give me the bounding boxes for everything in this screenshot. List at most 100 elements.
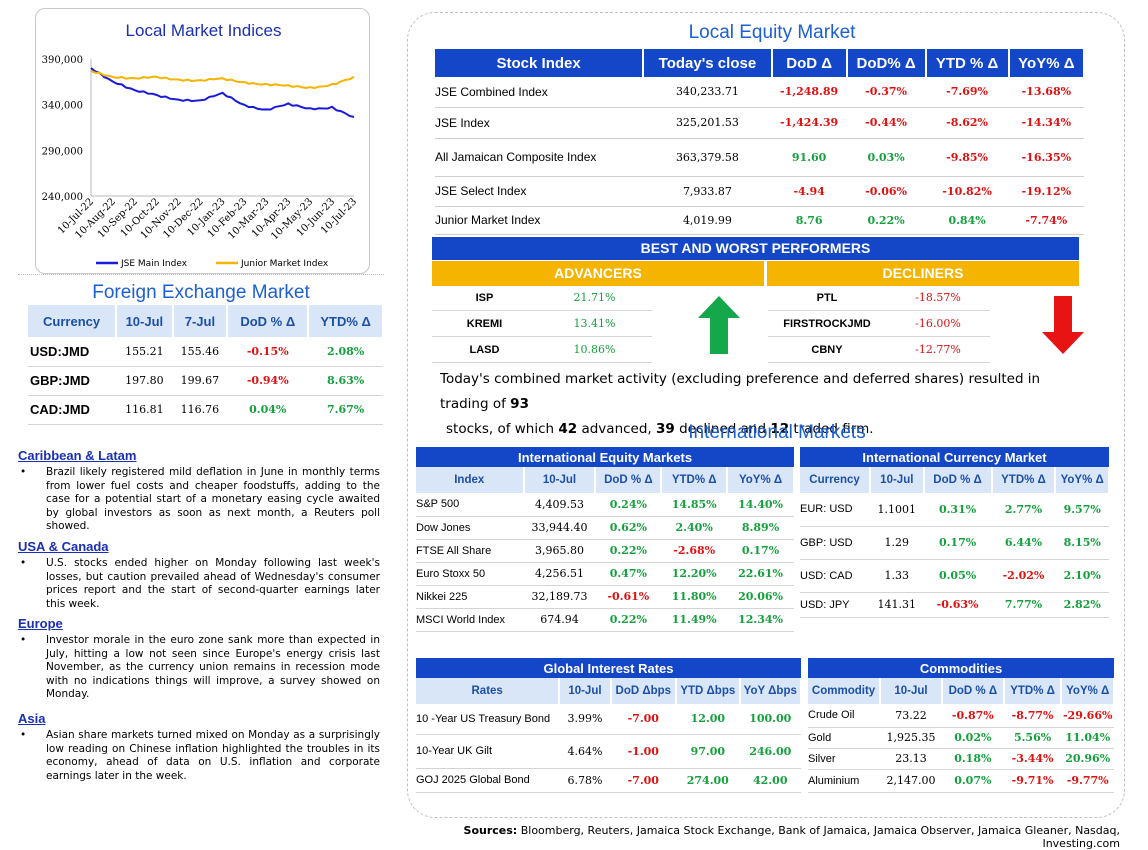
performer-symbol: KREMI (466, 317, 503, 330)
performer-symbol: ISP (475, 291, 494, 304)
down-arrow-icon (1042, 296, 1084, 354)
column-header: YTD% Δ (991, 467, 1057, 493)
row-label: S&P 500 (416, 493, 524, 517)
row-label: Dow Jones (416, 516, 524, 540)
news-item: Caribbean & Latam • Brazil likely register… (18, 448, 380, 534)
table-title: Commodities (808, 658, 1114, 678)
table-row: USD: JPY 141.31 -0.63% 7.77% 2.82% (800, 592, 1109, 618)
fx-header: Currency (28, 305, 118, 337)
table-cell: 0.31% (923, 493, 992, 527)
performer-change: -12.77% (915, 343, 961, 356)
table-cell: 3.99% (559, 704, 611, 735)
bullet: • (20, 557, 27, 569)
table-row: Crude Oil 73.22 -0.87% -8.77% -29.66% (808, 704, 1114, 728)
table-row: Gold 1,925.35 0.02% 5.56% 11.04% (808, 727, 1114, 749)
table-cell: -9.85% (925, 138, 1009, 177)
table-cell: 0.07% (941, 769, 1004, 793)
market-summary: Today's combined market activity (exclud… (440, 367, 1080, 442)
intl-title: International Markets (688, 422, 866, 443)
performer-change: 13.41% (573, 317, 616, 330)
table-row: MSCI World Index 674.94 0.22% 11.49% 12.34% (416, 608, 794, 632)
table-row: 10-Year UK Gilt 4.64% -1.00 97.00 246.00 (416, 734, 801, 769)
chart-title: Local Market Indices (125, 21, 282, 40)
table-cell: 20.06% (727, 585, 794, 609)
table-cell: 0.03% (846, 138, 926, 177)
column-header: 10-Jul (523, 467, 597, 493)
performer-row: FIRSTROCKJMD -16.00% (768, 311, 990, 337)
table-cell: -0.94% (227, 366, 309, 396)
table-cell: 0.17% (727, 539, 794, 563)
table-cell: -9.71% (1003, 769, 1062, 793)
bullet: • (20, 634, 27, 646)
table-title: Global Interest Rates (416, 658, 801, 678)
legend-label: JSE Main Index (120, 259, 188, 269)
table-cell: 8.63% (308, 366, 383, 396)
table-cell: 197.80 (116, 366, 173, 396)
news-heading: Asia (18, 711, 46, 726)
index-name: Junior Market Index (435, 206, 644, 235)
table-cell: 1,925.35 (880, 727, 942, 749)
local-equity-table: Stock Index Today's close DoD Δ DoD% Δ YTD %… (435, 49, 1086, 235)
column-header: DoD % Δ (923, 467, 993, 493)
fx-row: CAD:JMD 116.81 116.76 0.04% 7.67% (28, 395, 383, 425)
table-cell: 97.00 (676, 734, 740, 769)
right-panel-frame (407, 12, 1125, 818)
column-header: Rates (416, 678, 561, 704)
table-cell: 11.80% (661, 585, 728, 609)
column-header: 10-Jul (870, 467, 925, 493)
table-row: USD: CAD 1.33 0.05% -2.02% 2.10% (800, 559, 1109, 593)
summary-advanced: 42 (558, 421, 578, 437)
table-cell: -7.00 (610, 768, 677, 793)
sources-text: Bloomberg, Reuters, Jamaica Stock Exchan… (517, 824, 1120, 850)
table-cell: -0.37% (846, 77, 926, 108)
table-cell: 363,379.58 (643, 138, 772, 177)
equity-header: Stock Index (435, 49, 645, 77)
table-cell: -1,248.89 (771, 77, 847, 108)
fx-title: Foreign Exchange Market (92, 282, 310, 303)
performer-symbol: FIRSTROCKJMD (783, 317, 871, 330)
equity-row: Junior Market Index 4,019.99 8.76 0.22% 0.84… (435, 206, 1084, 235)
table-cell: -9.77% (1061, 769, 1114, 793)
column-header: Commodity (808, 678, 882, 704)
table-cell: -16.35% (1008, 138, 1084, 177)
table-row: Aluminium 2,147.00 0.07% -9.71% -9.77% (808, 769, 1114, 793)
table-cell: 3,965.80 (523, 539, 596, 563)
row-label: Nikkei 225 (416, 585, 524, 609)
table-row: Dow Jones 33,944.40 0.62% 2.40% 8.89% (416, 516, 794, 540)
table-row: GOJ 2025 Global Bond 6.78% -7.00 274.00 42.0… (416, 768, 801, 793)
summary-total: 93 (510, 396, 529, 412)
news-heading: USA & Canada (18, 539, 109, 554)
table-cell: -14.34% (1008, 107, 1084, 139)
intl-currency-table: International Currency Market Currency 10-… (800, 447, 1110, 618)
table-cell: 20.96% (1061, 748, 1114, 770)
index-name: JSE Combined Index (435, 77, 644, 108)
table-cell: 2.40% (661, 516, 728, 540)
news-text: Brazil likely registered mild deflation … (46, 466, 380, 532)
performer-change: 10.86% (573, 343, 616, 356)
table-cell: 8.76 (771, 206, 847, 235)
table-row: 10 -Year US Treasury Bond 3.99% -7.00 12.00… (416, 704, 801, 735)
news-text: Investor morale in the euro zone sank mo… (46, 634, 380, 700)
table-cell: 7,933.87 (643, 176, 772, 207)
table-cell: -0.06% (846, 176, 926, 207)
table-row: Silver 23.13 0.18% -3.44% 20.96% (808, 748, 1114, 770)
table-cell: 0.84% (925, 206, 1009, 235)
table-cell: -0.61% (595, 585, 662, 609)
table-cell: 1.1001 (870, 493, 924, 527)
table-cell: -2.02% (991, 559, 1056, 593)
local-equity-title: Local Equity Market (688, 22, 856, 43)
table-cell: -0.44% (846, 107, 926, 139)
table-cell: 4,019.99 (643, 206, 772, 235)
equity-row: JSE Combined Index 340,233.71 -1,248.89 -0.… (435, 77, 1084, 108)
row-label: Gold (808, 727, 881, 749)
column-header: 10-Jul (880, 678, 943, 704)
column-header: YTD Δbps (676, 678, 741, 704)
column-header: Currency (800, 467, 872, 493)
performers-header: BEST AND WORST PERFORMERS (432, 237, 1079, 260)
column-header: DoD % Δ (595, 467, 663, 493)
news-item: Asia • Asian share markets turned mixed on… (18, 711, 380, 783)
row-label: USD: CAD (800, 559, 871, 593)
currency-pair: GBP:JMD (28, 366, 117, 396)
currency-pair: USD:JMD (28, 337, 117, 367)
table-cell: 0.62% (595, 516, 662, 540)
